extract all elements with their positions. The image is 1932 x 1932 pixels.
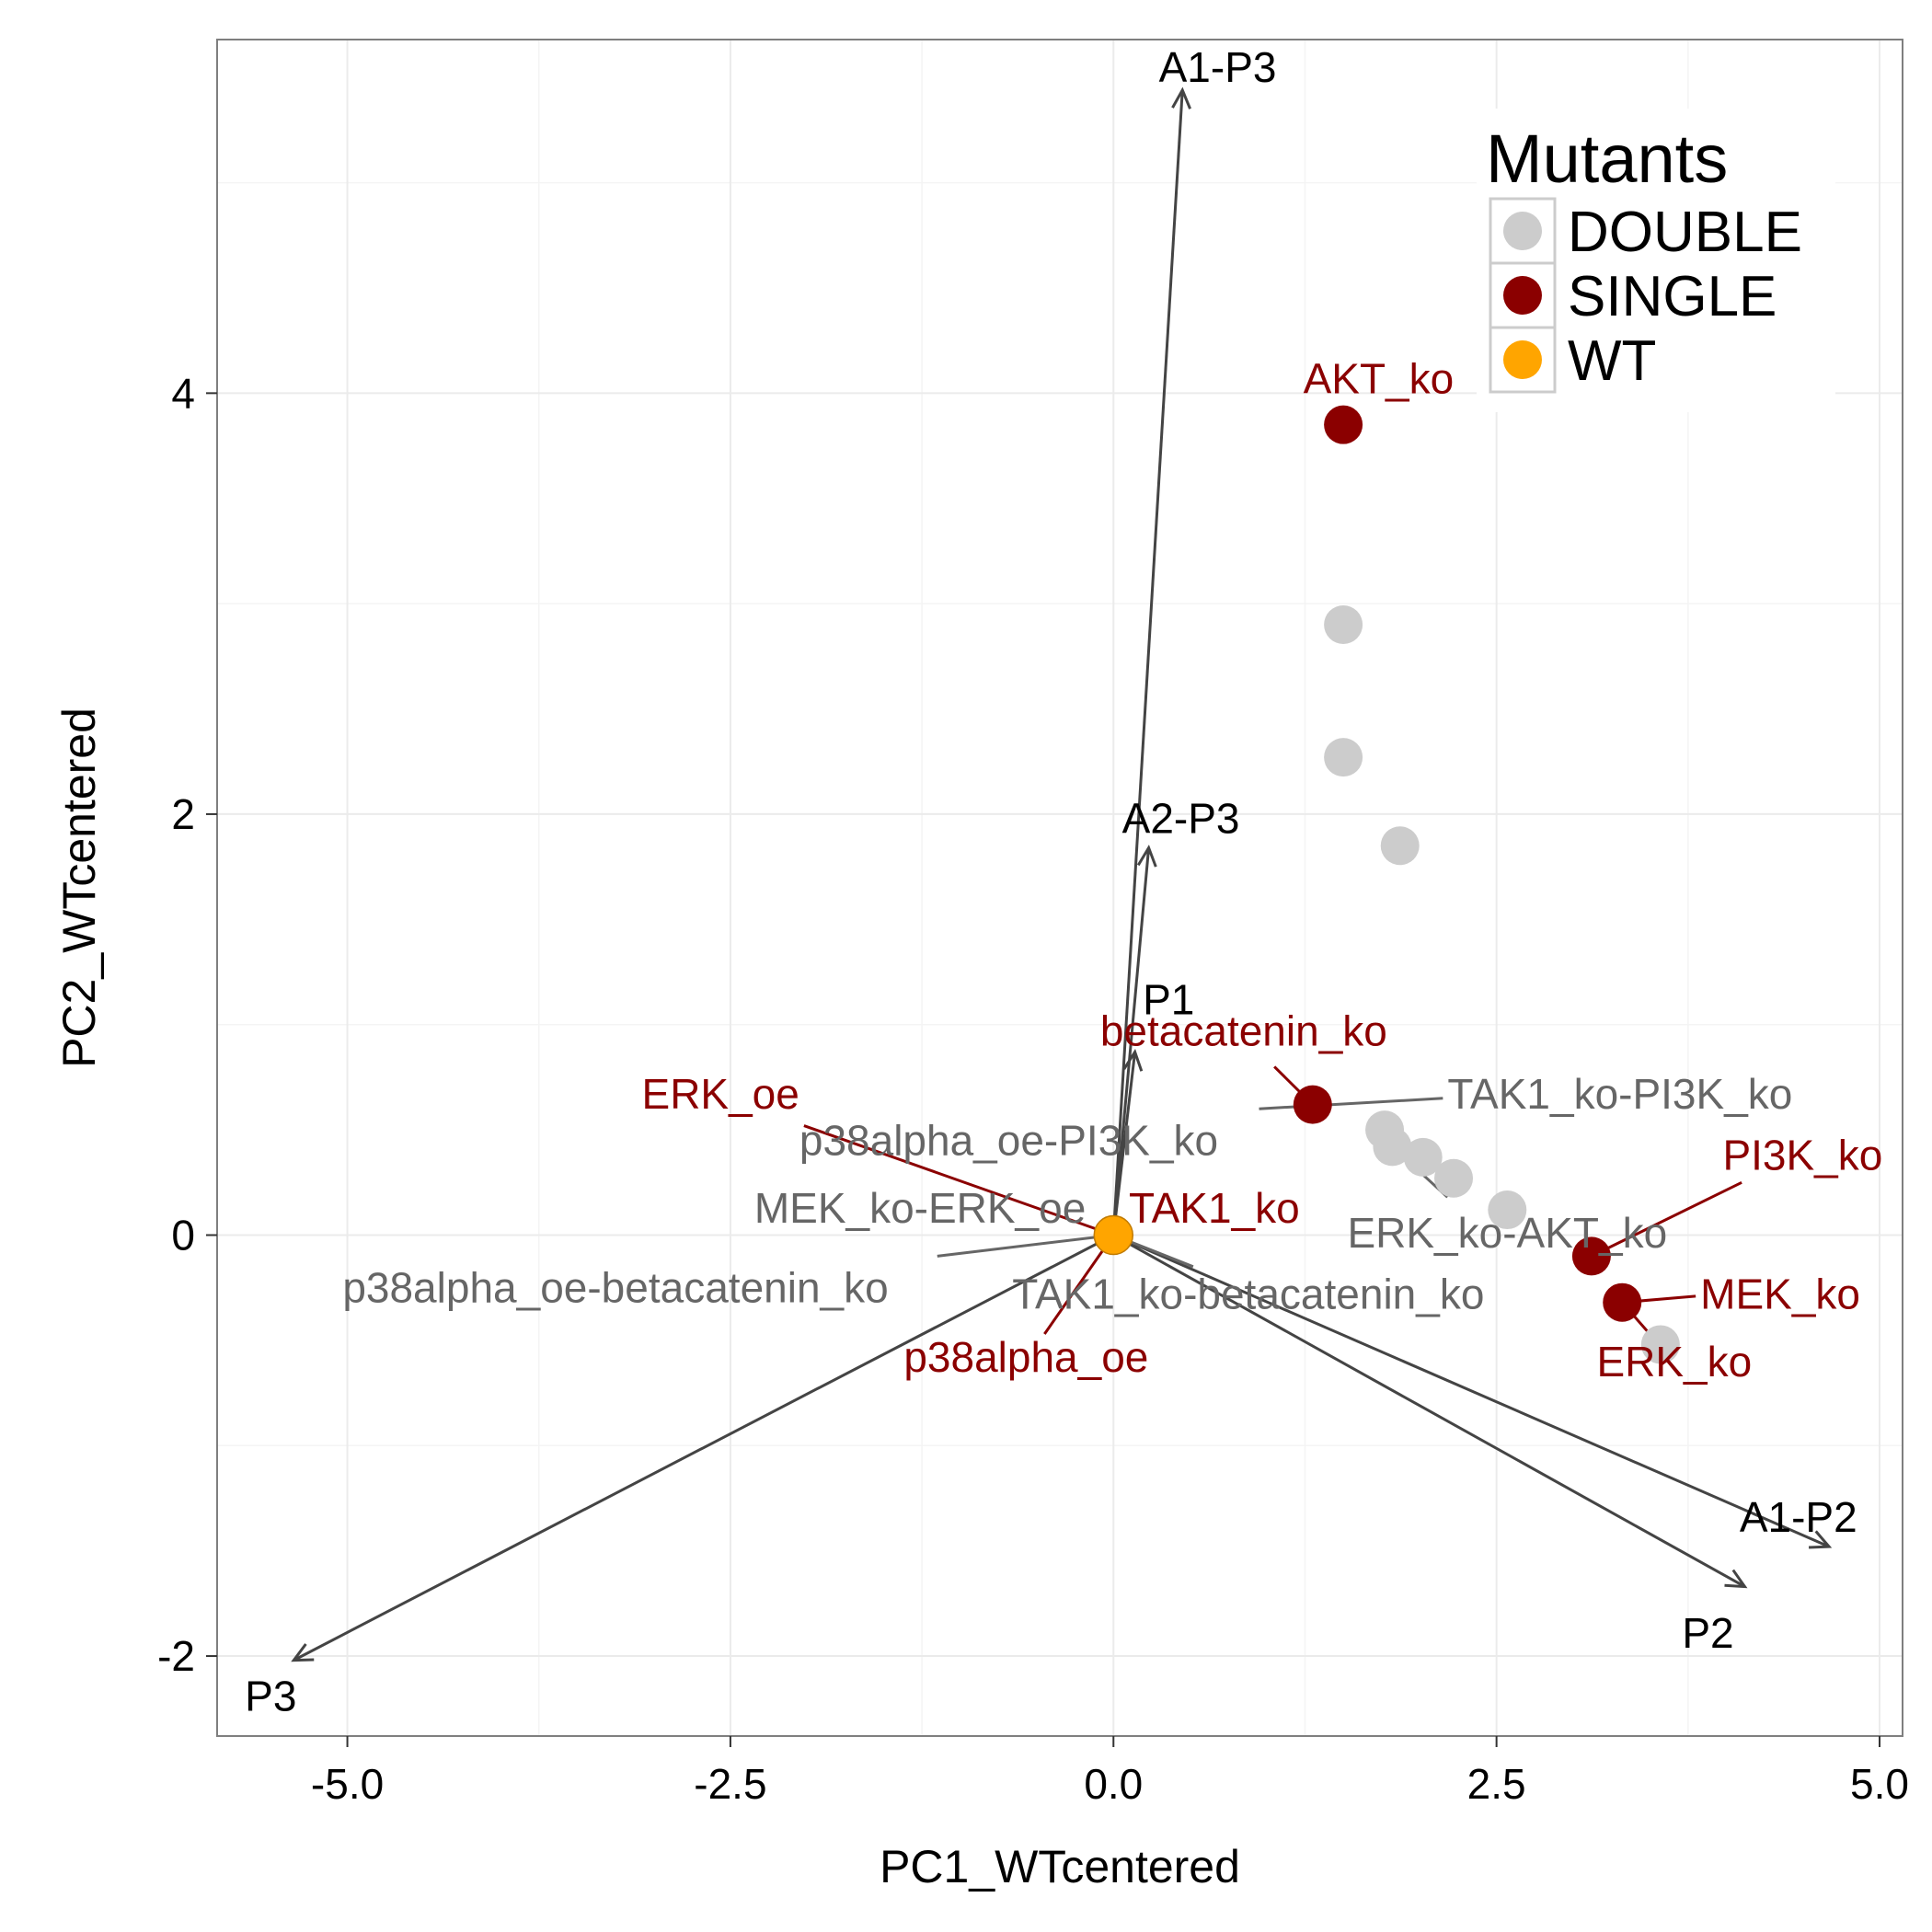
y-tick-label: 0 bbox=[171, 1211, 195, 1259]
y-axis-ticks: -2 0 2 4 bbox=[157, 369, 217, 1680]
vector-arrow bbox=[1111, 89, 1184, 1236]
vector-label: A2-P3 bbox=[1122, 795, 1240, 843]
point-wt bbox=[1093, 1214, 1134, 1256]
point-double bbox=[1324, 605, 1363, 645]
point-double bbox=[1488, 1190, 1527, 1230]
point-single bbox=[1324, 405, 1363, 444]
x-tick-label: -5.0 bbox=[311, 1760, 384, 1808]
point-single bbox=[1293, 1085, 1332, 1124]
legend-title: Mutants bbox=[1486, 121, 1728, 197]
vector-arrow bbox=[1111, 1052, 1137, 1236]
y-tick-label: -2 bbox=[157, 1632, 195, 1680]
vector-label: A1-P2 bbox=[1740, 1493, 1857, 1541]
legend-label: WT bbox=[1568, 329, 1656, 393]
point-label: ERK_oe bbox=[642, 1070, 799, 1118]
legend-key-single bbox=[1503, 276, 1542, 315]
legend-label: DOUBLE bbox=[1568, 201, 1802, 264]
point-label: p38alpha_oe bbox=[903, 1333, 1148, 1381]
vector-arrowhead bbox=[1171, 86, 1191, 109]
vector-label: A1-P3 bbox=[1159, 43, 1277, 91]
legend-key-double bbox=[1503, 212, 1542, 250]
point-label: MEK_ko bbox=[1700, 1271, 1860, 1318]
y-tick-label: 4 bbox=[171, 369, 195, 417]
label-leader-line bbox=[1591, 1180, 1742, 1258]
point-labels: AKT_ko betacatenin_ko ERK_oe TAK1_ko p38alph… bbox=[342, 354, 1882, 1385]
vector-arrowhead bbox=[1809, 1530, 1833, 1549]
point-double bbox=[1373, 1127, 1412, 1167]
y-tick-label: 2 bbox=[171, 790, 195, 838]
point-label: betacatenin_ko bbox=[1100, 1007, 1387, 1055]
legend-key-wt bbox=[1503, 340, 1542, 379]
x-tick-label: -2.5 bbox=[694, 1760, 766, 1808]
vector-label: P1 bbox=[1143, 975, 1194, 1023]
point-double bbox=[1324, 738, 1363, 777]
label-leader-line bbox=[803, 1124, 1114, 1236]
point-label: p38alpha_oe-betacatenin_ko bbox=[342, 1264, 888, 1312]
label-leader-line bbox=[1259, 1097, 1443, 1110]
point-label: MEK_ko-ERK_oe bbox=[754, 1184, 1087, 1232]
vector-arrowhead bbox=[1136, 845, 1157, 868]
point-double bbox=[1380, 826, 1420, 866]
vector-arrow bbox=[1112, 1234, 1830, 1548]
x-tick-label: 2.5 bbox=[1467, 1760, 1526, 1808]
y-axis-title: PC2_WTcentered bbox=[53, 707, 105, 1068]
point-double bbox=[1434, 1158, 1474, 1198]
x-tick-label: 5.0 bbox=[1850, 1760, 1909, 1808]
x-axis-ticks: -5.0 -2.5 0.0 2.5 5.0 bbox=[311, 1736, 1909, 1808]
panel-border bbox=[216, 39, 1903, 1737]
vector-labels: A1-P3 A2-P3 P1 A1-P2 P2 P3 bbox=[245, 43, 1857, 1720]
point-label: TAK1_ko bbox=[1129, 1184, 1300, 1232]
point-double bbox=[1640, 1325, 1680, 1364]
grid-major bbox=[217, 40, 1903, 1736]
label-leader-line bbox=[1043, 1234, 1115, 1335]
point-label: p38alpha_oe-PI3K_ko bbox=[799, 1117, 1218, 1165]
vector-arrow bbox=[1111, 847, 1151, 1236]
vector-label: P2 bbox=[1682, 1609, 1733, 1657]
vector-arrowhead bbox=[291, 1643, 315, 1662]
vector-arrowhead bbox=[1122, 1049, 1144, 1072]
point-label: AKT_ko bbox=[1304, 354, 1455, 402]
x-axis-title: PC1_WTcentered bbox=[880, 1841, 1240, 1892]
point-label: TAK1_ko-betacatenin_ko bbox=[1012, 1271, 1484, 1318]
legend-label: SINGLE bbox=[1568, 265, 1777, 328]
point-single bbox=[1603, 1282, 1642, 1322]
point-single bbox=[1571, 1236, 1611, 1276]
point-double bbox=[1403, 1137, 1443, 1177]
data-points bbox=[1093, 405, 1680, 1364]
vector-arrowhead bbox=[1724, 1569, 1748, 1589]
vector-arrow bbox=[293, 1234, 1114, 1662]
vector-label: P3 bbox=[245, 1673, 296, 1720]
vector-arrow bbox=[1112, 1234, 1746, 1588]
point-label: ERK_ko-AKT_ko bbox=[1347, 1209, 1667, 1257]
point-label: PI3K_ko bbox=[1722, 1132, 1882, 1179]
loading-vectors bbox=[291, 86, 1833, 1662]
label-leader-line bbox=[937, 1234, 1114, 1258]
point-label: TAK1_ko-PI3K_ko bbox=[1447, 1070, 1792, 1118]
x-tick-label: 0.0 bbox=[1084, 1760, 1143, 1808]
point-label: ERK_ko bbox=[1596, 1338, 1752, 1386]
